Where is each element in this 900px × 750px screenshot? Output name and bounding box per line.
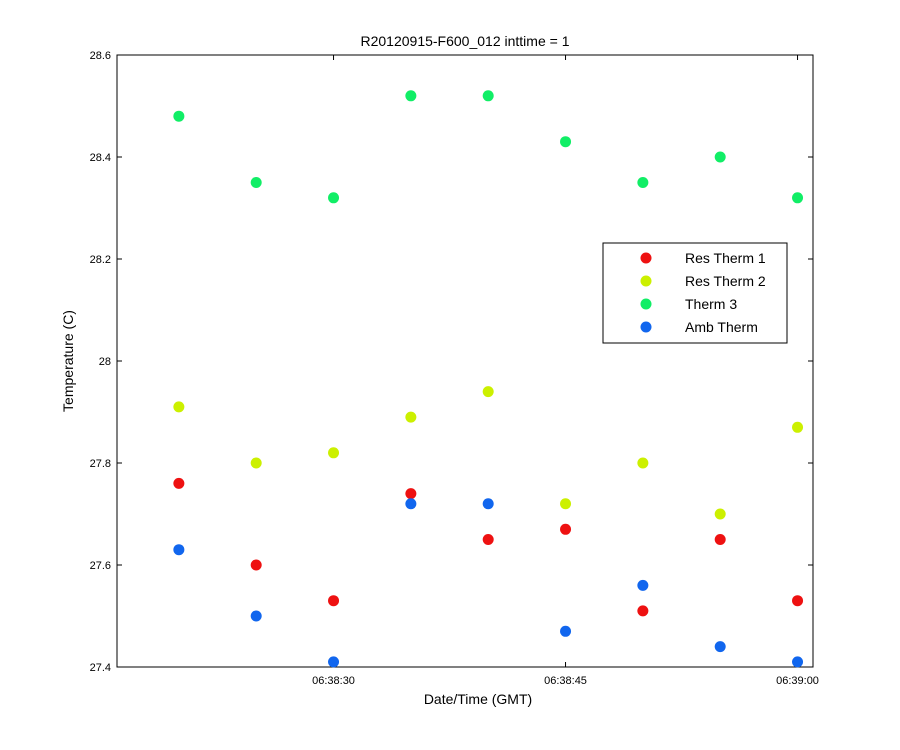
- data-point-therm-3: [405, 90, 417, 102]
- data-point-amb-therm: [714, 641, 726, 653]
- legend-label: Res Therm 2: [685, 273, 766, 289]
- y-tick-label: 28: [99, 356, 111, 368]
- data-point-therm-3: [482, 90, 494, 102]
- data-point-res-therm-2: [328, 447, 340, 459]
- legend-label: Res Therm 1: [685, 250, 766, 266]
- data-point-amb-therm: [482, 498, 494, 510]
- legend-label: Amb Therm: [685, 319, 758, 335]
- data-point-res-therm-1: [714, 534, 726, 545]
- data-point-res-therm-2: [792, 421, 804, 433]
- data-point-amb-therm: [173, 544, 185, 556]
- x-axis-ticks: 06:38:30 06:38:45 06:39:00: [312, 55, 819, 687]
- data-point-amb-therm: [637, 579, 649, 591]
- data-points: [173, 90, 804, 668]
- y-tick-label: 27.8: [90, 458, 111, 470]
- x-tick-label: 06:38:30: [312, 675, 355, 687]
- data-point-res-therm-2: [405, 411, 417, 423]
- y-tick-label: 27.4: [90, 662, 111, 674]
- data-point-amb-therm: [792, 656, 804, 668]
- data-point-res-therm-1: [482, 534, 494, 545]
- data-point-amb-therm: [560, 625, 572, 637]
- legend-marker: [640, 321, 652, 333]
- x-tick-label: 06:39:00: [776, 675, 819, 687]
- data-point-therm-3: [560, 136, 572, 148]
- data-point-therm-3: [328, 192, 340, 204]
- data-point-res-therm-2: [714, 508, 726, 520]
- y-tick-label: 28.4: [90, 152, 111, 164]
- data-point-res-therm-1: [792, 595, 804, 607]
- data-point-res-therm-1: [405, 488, 417, 500]
- data-point-therm-3: [637, 177, 649, 188]
- legend: Res Therm 1 Res Therm 2 Therm 3 Amb Therm: [602, 242, 788, 344]
- data-point-res-therm-2: [560, 498, 572, 510]
- data-point-therm-3: [173, 110, 185, 122]
- data-point-amb-therm: [328, 656, 340, 668]
- legend-box: [602, 242, 788, 344]
- y-axis-ticks: 27.4 27.6 27.8 28 28.2 28.4 28.6: [90, 50, 813, 674]
- data-point-res-therm-2: [250, 457, 262, 469]
- data-point-res-therm-1: [560, 523, 572, 535]
- data-point-amb-therm: [405, 498, 417, 510]
- y-axis-label: Temperature (C): [60, 310, 76, 412]
- data-point-res-therm-1: [328, 595, 340, 607]
- data-point-therm-3: [714, 151, 726, 163]
- legend-marker: [640, 275, 652, 287]
- chart-title: R20120915-F600_012 inttime = 1: [361, 33, 570, 49]
- x-axis-label: Date/Time (GMT): [424, 691, 532, 707]
- data-point-res-therm-2: [482, 386, 494, 398]
- legend-marker: [640, 252, 652, 264]
- data-point-amb-therm: [250, 610, 262, 622]
- data-point-res-therm-1: [173, 477, 185, 489]
- data-point-res-therm-1: [637, 605, 649, 617]
- data-point-therm-3: [792, 192, 804, 204]
- legend-label: Therm 3: [685, 296, 737, 312]
- legend-marker: [640, 298, 652, 310]
- data-point-therm-3: [250, 177, 262, 188]
- y-tick-label: 27.6: [90, 560, 111, 572]
- data-point-res-therm-1: [250, 559, 262, 571]
- x-tick-label: 06:38:45: [544, 675, 587, 687]
- plot-area: [116, 54, 814, 668]
- data-point-res-therm-2: [637, 457, 649, 469]
- y-tick-label: 28.6: [90, 50, 111, 62]
- y-tick-label: 28.2: [90, 254, 111, 266]
- data-point-res-therm-2: [173, 401, 185, 413]
